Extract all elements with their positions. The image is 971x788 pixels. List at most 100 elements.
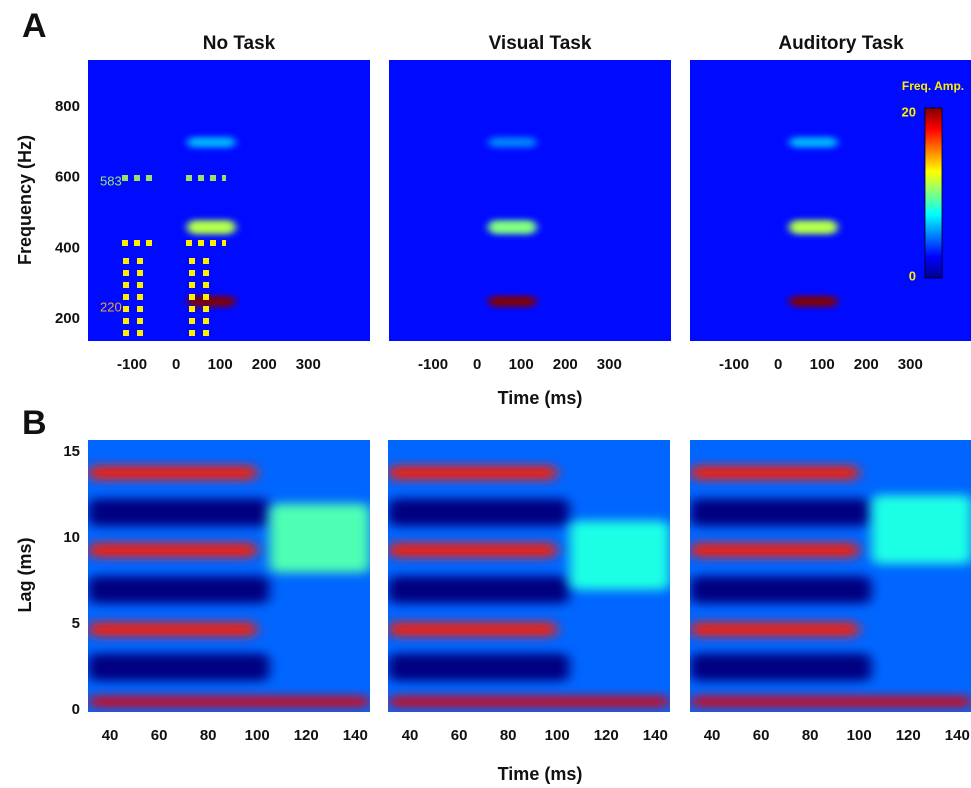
heatmap (389, 60, 671, 341)
heatmap-band (88, 622, 258, 637)
x-tick-label: -100 (117, 356, 147, 373)
heatmap-band (789, 296, 838, 307)
x-tick-label: 200 (854, 356, 879, 373)
x-tick-label: 40 (402, 727, 419, 744)
annotation: 583 (100, 173, 122, 188)
x-tick-label: 60 (451, 727, 468, 744)
x-tick-label: 120 (294, 727, 319, 744)
colorbar-tick-label: 20 (902, 104, 916, 119)
plot-title: No Task (203, 33, 276, 54)
heatmap (690, 60, 971, 341)
heatmap-band (789, 137, 838, 148)
plot-title: Visual Task (489, 33, 592, 54)
annotation: 220 (100, 299, 122, 314)
heatmap-band (88, 576, 270, 604)
x-tick-label: 300 (597, 356, 622, 373)
x-tick-label: 120 (594, 727, 619, 744)
heatmap-band (388, 543, 558, 558)
colorbar-label: Freq. Amp. (902, 79, 964, 93)
heatmap-band (690, 696, 971, 707)
heatmap-background (690, 60, 971, 341)
x-tick-label: 0 (172, 356, 180, 373)
x-tick-label: 80 (802, 727, 819, 744)
x-tick-label: 100 (847, 727, 872, 744)
x-tick-label: 300 (296, 356, 321, 373)
x-tick-label: 60 (151, 727, 168, 744)
colorbar (924, 107, 943, 279)
x-tick-label: 0 (473, 356, 481, 373)
x-axis-label: Time (ms) (498, 764, 583, 784)
heatmap-band (187, 220, 236, 235)
heatmap-band (187, 137, 236, 148)
heatmap-band (388, 696, 670, 707)
heatmap (88, 60, 370, 341)
heatmap-band (388, 622, 558, 637)
y-tick-label: 600 (55, 169, 80, 186)
y-tick-label: 0 (72, 701, 80, 718)
x-tick-label: 200 (252, 356, 277, 373)
heatmap-band (789, 220, 838, 235)
heatmap (690, 440, 971, 712)
plot-title: Auditory Task (778, 33, 904, 54)
heatmap-band (488, 296, 537, 307)
y-tick-label: 400 (55, 239, 80, 256)
heatmap-band (488, 220, 537, 235)
x-tick-label: 80 (200, 727, 217, 744)
heatmap-background (389, 60, 671, 341)
y-tick-label: 800 (55, 98, 80, 115)
heatmap (88, 440, 370, 712)
heatmap-band (88, 696, 370, 707)
x-tick-label: 140 (643, 727, 668, 744)
heatmap-background (88, 60, 370, 341)
x-tick-label: -100 (719, 356, 749, 373)
x-tick-label: 100 (509, 356, 534, 373)
y-tick-label: 10 (63, 529, 80, 546)
colorbar-tick-label: 0 (909, 268, 916, 283)
annotation-lines (122, 175, 226, 341)
heatmap-band (871, 495, 971, 564)
heatmap-band (88, 465, 258, 480)
heatmap-band (388, 653, 570, 682)
x-tick-label: 80 (500, 727, 517, 744)
x-tick-label: 140 (945, 727, 970, 744)
heatmap (388, 440, 670, 712)
x-tick-label: 0 (774, 356, 782, 373)
x-axis-label: Time (ms) (498, 388, 583, 408)
heatmap-band (690, 543, 860, 558)
heatmap-band (388, 465, 558, 480)
x-tick-label: 100 (545, 727, 570, 744)
heatmap-band (187, 296, 236, 307)
y-tick-label: 15 (63, 443, 80, 460)
heatmap-band (388, 576, 570, 604)
y-tick-label: 5 (72, 615, 80, 632)
heatmap-band (88, 498, 270, 527)
x-tick-label: 100 (245, 727, 270, 744)
x-tick-label: 60 (753, 727, 770, 744)
heatmap-band (690, 465, 860, 480)
x-tick-label: 40 (102, 727, 119, 744)
x-tick-label: 100 (208, 356, 233, 373)
heatmap-band (690, 622, 860, 637)
y-axis-label: Lag (ms) (15, 537, 35, 612)
heatmap-band (690, 653, 872, 682)
x-tick-label: 140 (343, 727, 368, 744)
heatmap-band (269, 503, 370, 573)
heatmap-band (690, 498, 872, 527)
panel-label: B (22, 404, 47, 442)
heatmap-band (388, 498, 570, 527)
heatmap-band (488, 137, 537, 148)
x-tick-label: 100 (810, 356, 835, 373)
x-tick-label: 300 (898, 356, 923, 373)
y-axis-label: Frequency (Hz) (15, 135, 35, 265)
x-tick-label: 40 (704, 727, 721, 744)
heatmap-band (88, 543, 258, 558)
panel-label: A (22, 7, 47, 45)
heatmap-band (88, 653, 270, 682)
x-tick-label: 200 (553, 356, 578, 373)
y-tick-label: 200 (55, 310, 80, 327)
heatmap-band (569, 520, 670, 590)
x-tick-label: 120 (896, 727, 921, 744)
heatmap-band (690, 576, 872, 604)
